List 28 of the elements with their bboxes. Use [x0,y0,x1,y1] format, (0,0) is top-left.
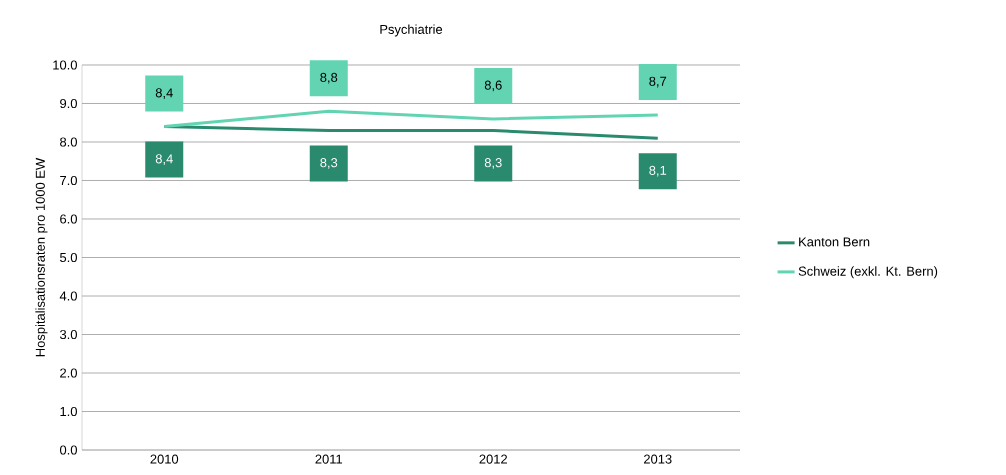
legend-label: Kanton Bern [799,237,870,247]
data-label: 8,4 [155,88,173,99]
y-tick-label: 0.0 [59,445,77,455]
y-tick-label: 6.0 [60,214,77,224]
x-tick-label: 2012 [479,454,507,464]
data-label: 8,8 [320,72,338,84]
y-tick-label: 7.0 [60,175,77,186]
y-tick-label: 5.0 [60,252,77,263]
data-label: 8,1 [649,165,667,177]
data-label: 8,7 [649,76,667,88]
y-tick-label: 4.0 [59,291,77,301]
x-tick-label: 2013 [644,454,672,464]
y-tick-label: 1.0 [60,406,77,417]
data-label: 8,3 [320,158,338,169]
y-tick-label: 10.0 [53,60,77,70]
x-tick-label: 2010 [150,454,179,464]
y-tick-label: 9.0 [60,98,77,109]
legend-label: Schweiz (exkl. Kt. Bern) [798,266,938,279]
y-tick-label: 8.0 [60,137,77,147]
y-axis-title: Hospitalisationsraten pro 1000 EW [35,157,48,357]
chart-title: Psychiatrie [380,24,443,37]
x-tick-label: 2011 [315,454,343,464]
data-label: 8,6 [484,80,502,92]
y-tick-label: 3.0 [59,329,77,340]
data-label: 8,3 [484,158,502,169]
line-series [162,109,660,129]
data-label: 8,4 [155,154,173,165]
y-tick-label: 2.0 [60,368,77,378]
